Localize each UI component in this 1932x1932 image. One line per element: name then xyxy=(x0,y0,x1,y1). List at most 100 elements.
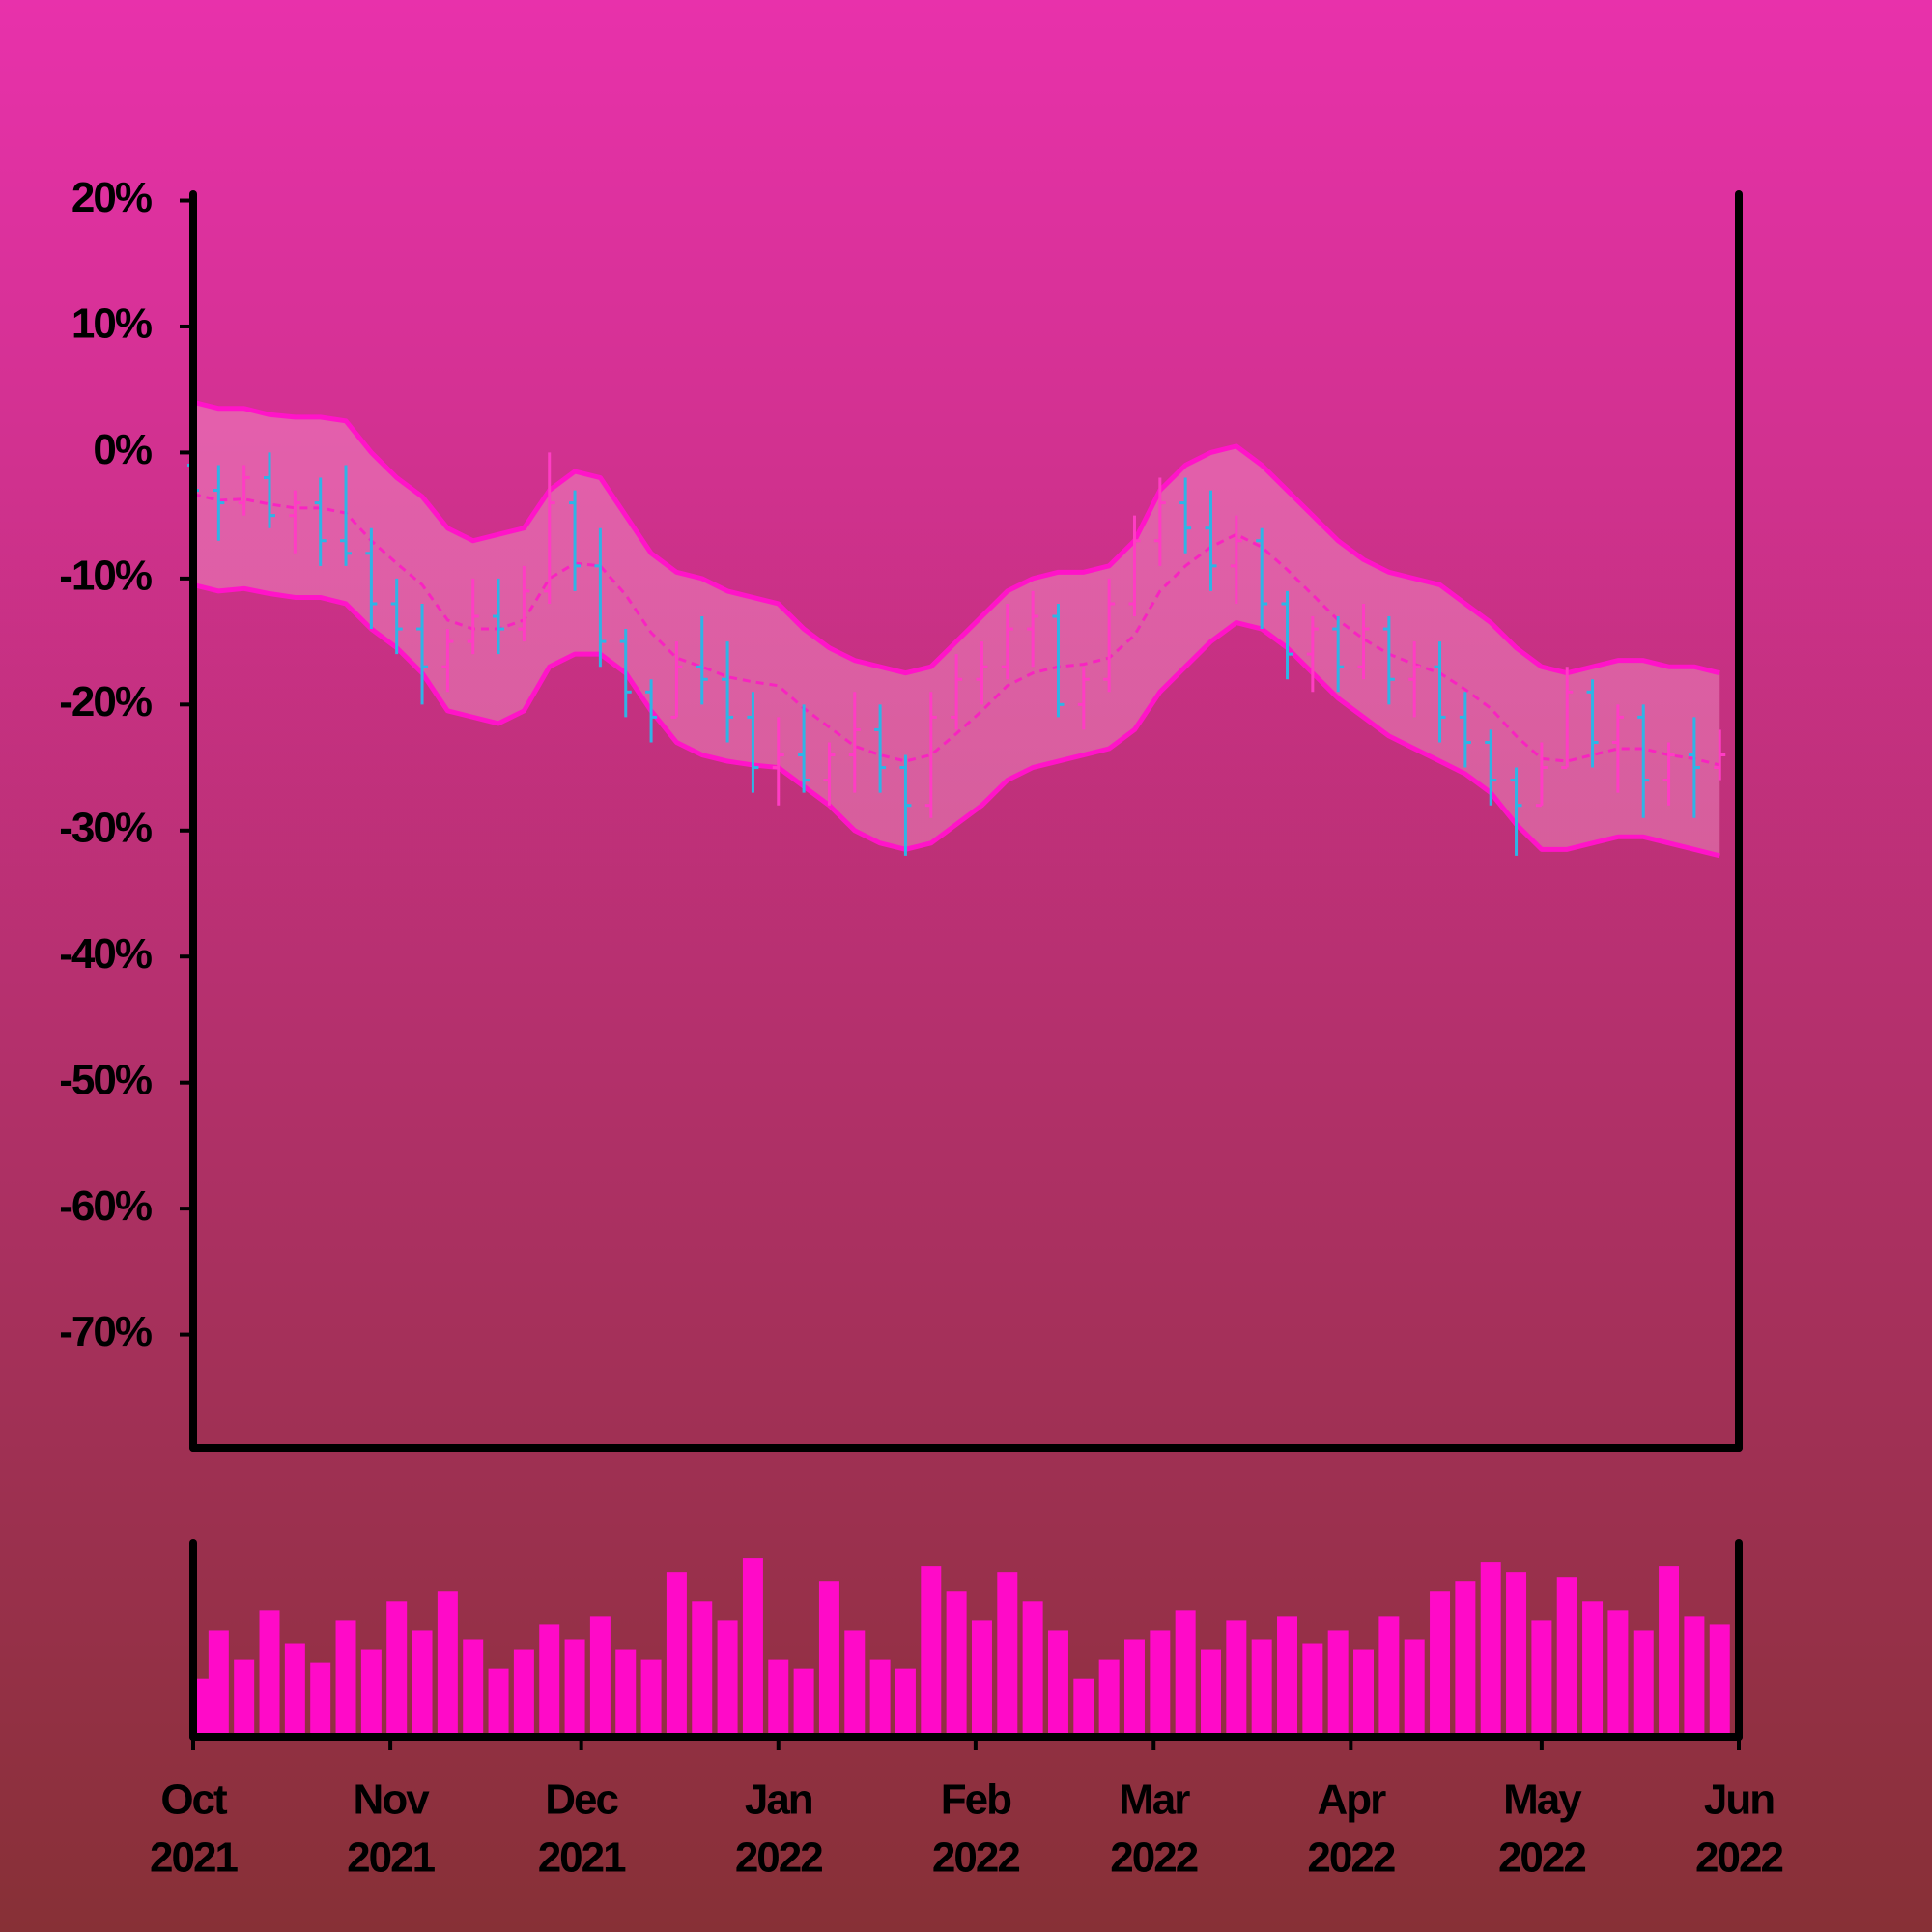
volume-bar xyxy=(1480,1562,1501,1737)
volume-bar xyxy=(768,1659,789,1737)
y-tick-label: -60% xyxy=(59,1182,152,1230)
volume-bar xyxy=(360,1649,382,1737)
ohlc-bar xyxy=(390,578,403,655)
volume-bar xyxy=(259,1610,280,1737)
ohlc-bar xyxy=(1459,692,1471,768)
volume-bar xyxy=(640,1659,662,1737)
volume-bar xyxy=(1556,1577,1577,1737)
x-tick-label: 2022 xyxy=(1307,1834,1394,1882)
volume-bar xyxy=(692,1601,713,1737)
ohlc-bar xyxy=(238,465,250,516)
volume-bar xyxy=(1506,1572,1527,1737)
ohlc-bar xyxy=(772,717,784,806)
ohlc-bar xyxy=(1637,704,1650,818)
volume-bar xyxy=(717,1620,738,1737)
volume-bar xyxy=(1607,1610,1629,1737)
ohlc-bar xyxy=(1535,742,1548,808)
ohlc-bar xyxy=(1281,590,1293,680)
volume-bar xyxy=(1277,1616,1298,1737)
y-tick-label: -50% xyxy=(59,1056,152,1103)
y-tick-label: -30% xyxy=(59,804,152,851)
volume-bar xyxy=(310,1662,331,1737)
x-tick-label: Jun xyxy=(1704,1776,1774,1824)
volume-bar xyxy=(1302,1643,1323,1737)
volume-bar xyxy=(1073,1678,1094,1737)
band-line xyxy=(192,582,1720,859)
volume-bar xyxy=(386,1601,408,1737)
ohlc-bar xyxy=(1408,641,1421,718)
volume-bar xyxy=(1226,1620,1247,1737)
ohlc-bar xyxy=(1611,704,1624,793)
ohlc-bar xyxy=(416,603,429,705)
x-tick-label: 2021 xyxy=(150,1834,238,1882)
ohlc-bar xyxy=(1205,490,1217,591)
volume-bar xyxy=(1633,1630,1654,1737)
volume-bar xyxy=(869,1659,891,1737)
volume-bar xyxy=(1684,1616,1705,1737)
x-tick-label: Jan xyxy=(745,1776,812,1824)
volume-bar xyxy=(1353,1649,1375,1737)
ohlc-bar xyxy=(619,629,632,718)
x-tick-label: 2022 xyxy=(932,1834,1019,1882)
y-tick-label: 10% xyxy=(71,300,152,348)
ohlc-bar xyxy=(1230,515,1242,604)
ohlc-bar xyxy=(1510,767,1522,856)
ohlc-bar xyxy=(1052,603,1065,718)
volume-bar xyxy=(666,1572,687,1737)
x-tick-label: Mar xyxy=(1119,1776,1190,1824)
volume-bar xyxy=(1709,1624,1730,1737)
y-tick-label: -10% xyxy=(59,553,152,600)
volume-bar xyxy=(513,1649,534,1737)
volume-bar xyxy=(564,1639,585,1737)
volume-bar xyxy=(284,1643,305,1737)
ohlc-bar xyxy=(467,578,479,655)
ohlc-bar xyxy=(441,629,454,693)
volume-bar xyxy=(844,1630,866,1737)
volume-bar xyxy=(1150,1630,1171,1737)
ohlc-bar xyxy=(1382,616,1395,705)
volume-bar xyxy=(208,1630,229,1737)
ohlc-bar xyxy=(798,704,810,793)
band-line xyxy=(192,399,1720,676)
volume-bar xyxy=(1582,1601,1604,1737)
volume-bar xyxy=(1047,1630,1068,1737)
volume-bar xyxy=(818,1581,839,1737)
ohlc-bar xyxy=(670,641,683,719)
volume-bar xyxy=(193,1678,213,1737)
ohlc-bar xyxy=(1001,603,1013,680)
ohlc-bar xyxy=(518,565,530,642)
y-tick-label: -70% xyxy=(59,1308,152,1355)
ohlc-bar xyxy=(924,692,937,818)
y-tick-label: 0% xyxy=(93,426,151,473)
x-tick-label: Feb xyxy=(941,1776,1011,1824)
ohlc-bar xyxy=(874,704,887,793)
volume-bar xyxy=(437,1591,458,1737)
volume-bar xyxy=(488,1668,509,1737)
ohlc-bar xyxy=(1561,667,1574,770)
volume-bar xyxy=(335,1620,356,1737)
y-tick-label: -20% xyxy=(59,678,152,725)
ohlc-bar xyxy=(1586,679,1599,768)
x-tick-label: 2022 xyxy=(1498,1834,1585,1882)
volume-bar xyxy=(793,1668,814,1737)
ohlc-bar xyxy=(493,578,505,655)
ohlc-bar xyxy=(645,679,658,743)
ohlc-bar xyxy=(340,465,353,566)
x-tick-label: Nov xyxy=(354,1776,431,1824)
volume-bar xyxy=(895,1668,916,1737)
volume-bar xyxy=(1022,1601,1043,1737)
volume-bar xyxy=(1531,1620,1552,1737)
moving-average xyxy=(192,493,1720,767)
ohlc-bar xyxy=(848,692,861,793)
ohlc-bar xyxy=(1714,729,1726,781)
ohlc-bar xyxy=(1434,641,1446,743)
y-tick-label: 20% xyxy=(71,174,152,221)
volume-bar xyxy=(1430,1591,1451,1737)
ohlc-bar xyxy=(1332,616,1345,693)
ohlc-bar xyxy=(1662,742,1675,806)
ohlc-bar xyxy=(314,477,327,566)
ohlc-bar xyxy=(365,527,378,630)
ohlc-bar xyxy=(1306,616,1319,693)
